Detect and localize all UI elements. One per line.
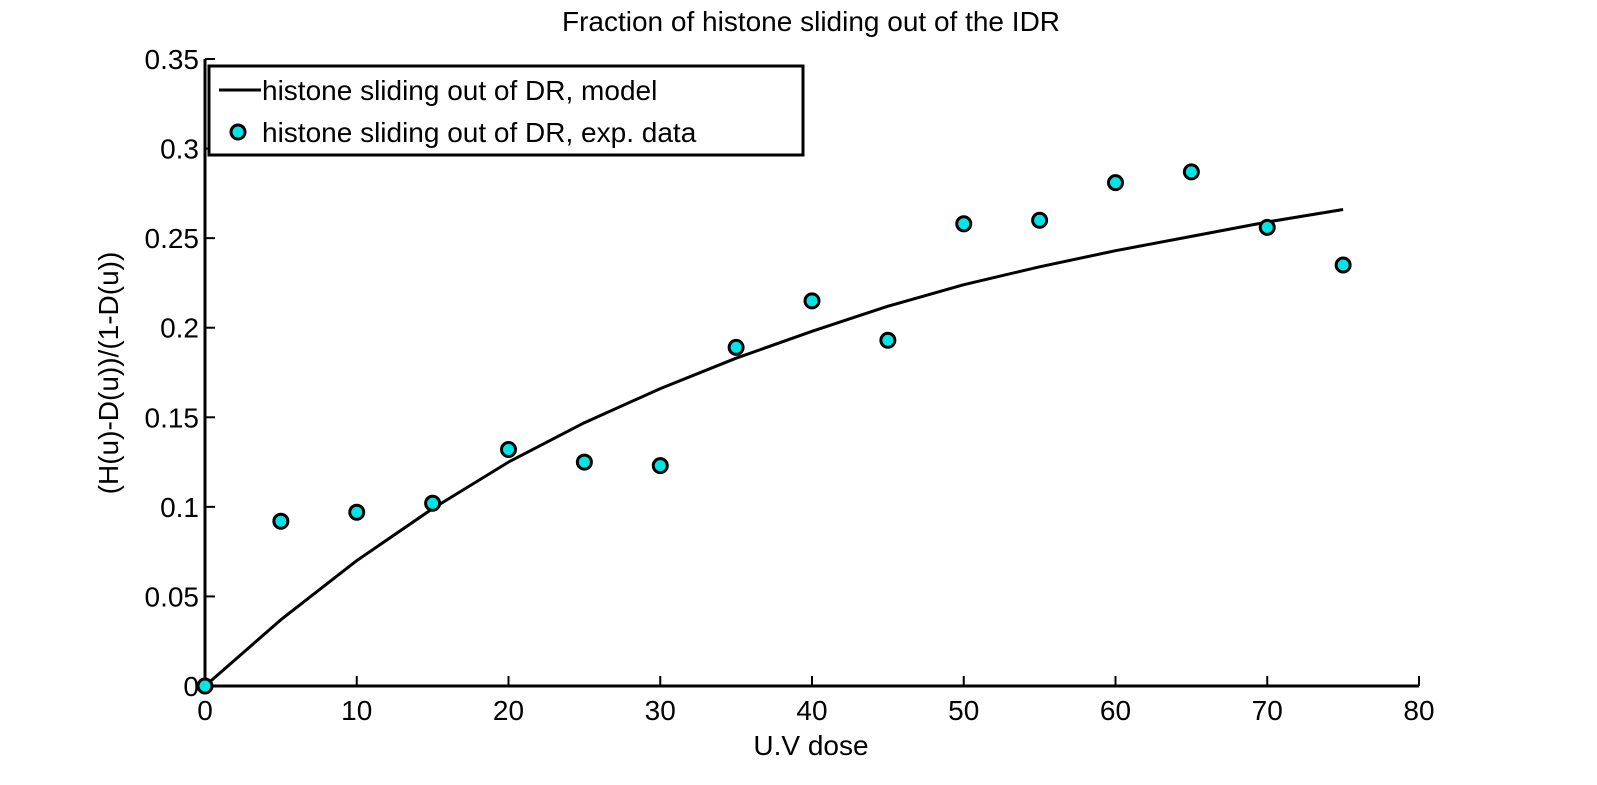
exp-data-point xyxy=(1334,256,1352,274)
legend-exp-marker xyxy=(229,123,247,141)
x-tick-label: 30 xyxy=(645,695,676,726)
y-axis-label: (H(u)-D(u))/(1-D(u)) xyxy=(93,252,124,495)
x-tick-label: 40 xyxy=(796,695,827,726)
x-tick-label: 50 xyxy=(948,695,979,726)
exp-data-point xyxy=(803,292,821,310)
exp-data-point xyxy=(272,512,290,530)
x-tick-label: 80 xyxy=(1403,695,1434,726)
exp-data-point xyxy=(500,441,517,459)
exp-data-point xyxy=(348,503,366,521)
model-line xyxy=(204,208,1344,688)
y-tick-label: 0.15 xyxy=(145,402,200,433)
exp-data-point xyxy=(1182,163,1200,181)
exp-data-point xyxy=(424,494,442,512)
exp-data-point xyxy=(1031,211,1049,229)
y-tick-label: 0.35 xyxy=(145,44,200,75)
x-tick-label: 10 xyxy=(341,695,372,726)
exp-data-point xyxy=(651,457,669,475)
x-tick-label: 60 xyxy=(1100,695,1131,726)
exp-data-point xyxy=(1258,218,1276,236)
exp-data-point xyxy=(879,331,897,349)
exp-data-point xyxy=(955,215,973,233)
y-tick-label: 0.25 xyxy=(145,223,200,254)
series-layer xyxy=(196,163,1352,695)
exp-data-point xyxy=(196,677,214,695)
legend-box xyxy=(207,64,805,157)
x-tick-label: 70 xyxy=(1252,695,1283,726)
y-tick-label: 0.3 xyxy=(160,134,199,165)
y-tick-label: 0.05 xyxy=(145,581,200,612)
exp-data-point xyxy=(575,453,593,471)
x-tick-label: 20 xyxy=(493,695,524,726)
x-tick-label: 0 xyxy=(197,695,213,726)
x-axis-label: U.V dose xyxy=(753,730,868,761)
legend: histone sliding out of DR, model histone … xyxy=(207,64,805,157)
chart-title: Fraction of histone sliding out of the I… xyxy=(562,6,1060,37)
exp-data-point xyxy=(727,338,745,356)
exp-data-point xyxy=(1107,174,1124,192)
legend-exp-label: histone sliding out of DR, exp. data xyxy=(262,117,697,148)
y-tick-label: 0 xyxy=(183,671,199,702)
legend-model-label: histone sliding out of DR, model xyxy=(262,75,657,106)
y-tick-label: 0.1 xyxy=(160,492,199,523)
y-tick-label: 0.2 xyxy=(160,313,199,344)
ticks: 0 10 20 30 40 50 60 70 80 0 0.05 0.1 0.15 0.2 0.25 0.3 0… xyxy=(145,44,1435,726)
